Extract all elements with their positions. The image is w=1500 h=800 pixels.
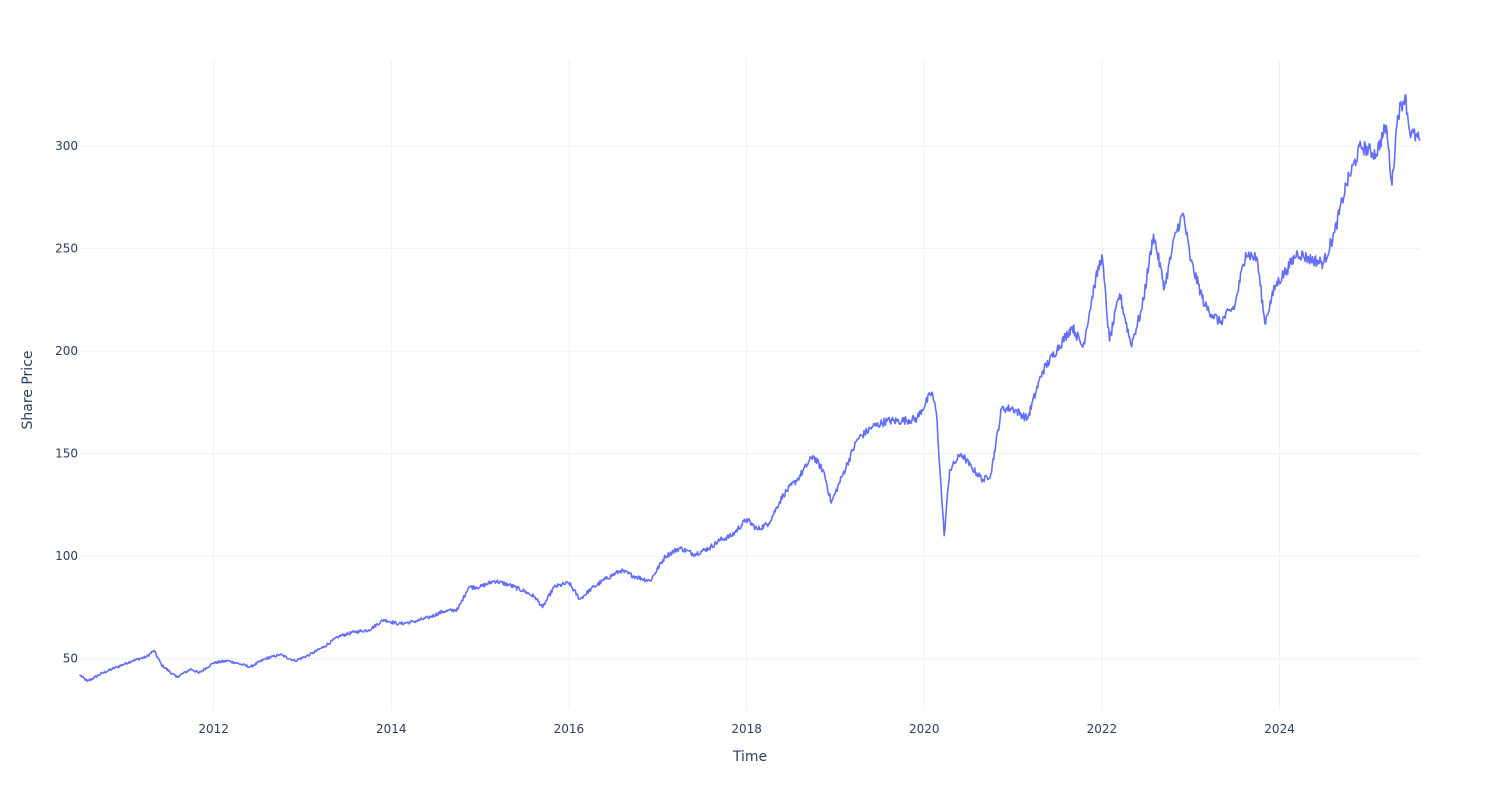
y-axis-title: Share Price bbox=[20, 350, 36, 429]
grid-layer bbox=[80, 60, 1420, 710]
y-tick-label: 250 bbox=[55, 242, 78, 256]
x-tick-label: 2024 bbox=[1264, 722, 1295, 736]
share-price-series-line bbox=[79, 94, 1421, 683]
x-tick-label: 2022 bbox=[1087, 722, 1118, 736]
x-axis-ticks: 2012 2014 2016 2018 2020 2022 2024 bbox=[198, 722, 1295, 736]
y-tick-label: 300 bbox=[55, 139, 78, 153]
y-tick-label: 150 bbox=[55, 447, 78, 461]
x-tick-label: 2012 bbox=[198, 722, 229, 736]
series-layer bbox=[79, 94, 1421, 683]
y-tick-label: 50 bbox=[63, 652, 78, 666]
x-axis-title: Time bbox=[732, 749, 767, 765]
y-tick-label: 100 bbox=[55, 549, 78, 563]
y-axis-ticks: 50 100 150 200 250 300 bbox=[55, 139, 78, 666]
y-tick-label: 200 bbox=[55, 344, 78, 358]
x-tick-label: 2018 bbox=[731, 722, 762, 736]
x-tick-label: 2020 bbox=[909, 722, 940, 736]
x-tick-label: 2014 bbox=[376, 722, 407, 736]
x-tick-label: 2016 bbox=[554, 722, 585, 736]
